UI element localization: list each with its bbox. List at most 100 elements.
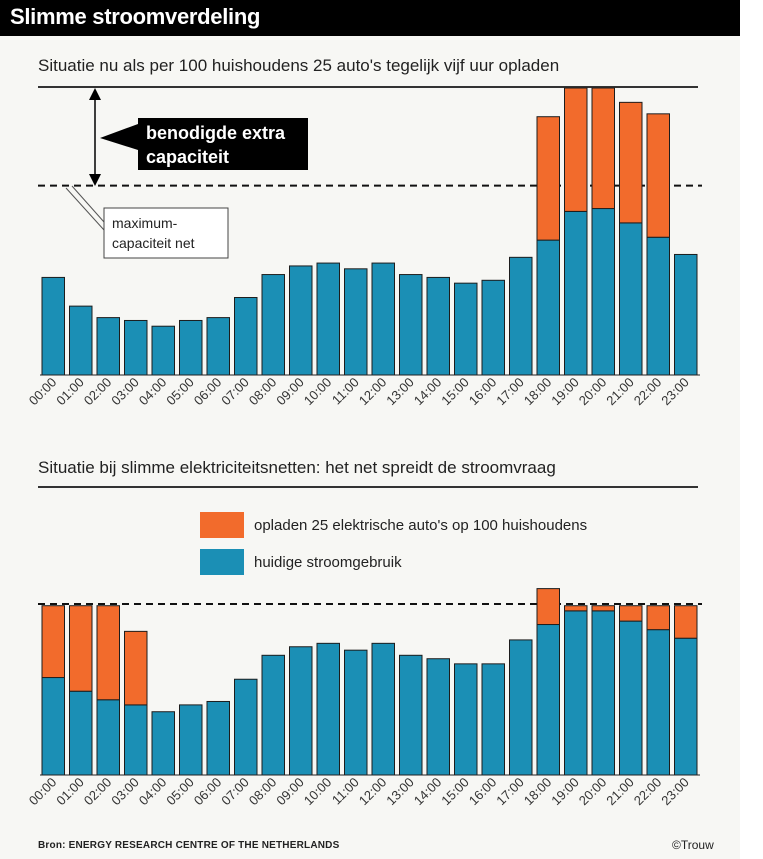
chart1-tick-label: 08:00 — [246, 375, 280, 409]
chart1-tick-label: 19:00 — [548, 375, 582, 409]
chart1-tick-label: 02:00 — [81, 375, 115, 409]
chart2-bar-usage-1700 — [509, 639, 533, 776]
chart1-tick-label: 07:00 — [218, 375, 252, 409]
legend-label-usage: huidige stroomgebruik — [254, 554, 402, 571]
chart1-bar-usage-0700 — [234, 297, 258, 376]
chart1-bar-charging-2200 — [646, 113, 670, 238]
max-capacity-box — [103, 207, 229, 259]
chart2-tick-label: 21:00 — [603, 775, 637, 809]
chart1-bar-usage-1800 — [536, 239, 560, 376]
max-capacity-annotation: maximum- capaciteit net — [65, 185, 229, 259]
chart2-bar-charging-1800 — [536, 588, 560, 626]
chart2-tick-label: 07:00 — [218, 775, 252, 809]
chart2-bar-usage-2300 — [674, 637, 698, 776]
chart1-bar-usage-0400 — [151, 325, 175, 376]
main-title: Slimme stroomverdeling — [10, 4, 261, 29]
chart1-bar-usage-2300 — [674, 253, 698, 376]
chart1-tick-label: 21:00 — [603, 375, 637, 409]
chart1-bar-usage-1100 — [344, 268, 368, 376]
extra-capacity-label-line2: capaciteit — [146, 147, 229, 167]
chart2-bar-charging-2100 — [619, 605, 643, 622]
chart2-tick-label: 23:00 — [658, 775, 692, 809]
chart2-bar-usage-0100 — [69, 690, 93, 776]
chart1-tick-label: 14:00 — [411, 375, 445, 409]
chart2-tick-label: 14:00 — [411, 775, 445, 809]
chart1-bar-usage-0900 — [289, 265, 313, 376]
chart1-tick-label: 00:00 — [26, 375, 60, 409]
chart1-tick-label: 22:00 — [631, 375, 665, 409]
chart1-bar-usage-0800 — [261, 274, 285, 376]
chart2-bar-usage-1100 — [344, 649, 368, 776]
chart2-bar-charging-2300 — [674, 605, 698, 639]
chart2-tick-label: 01:00 — [53, 775, 87, 809]
chart1-bar-charging-2000 — [591, 87, 615, 210]
chart2-tick-label: 15:00 — [438, 775, 472, 809]
chart2-tick-label: 12:00 — [356, 775, 390, 809]
chart2-tick-label: 05:00 — [163, 775, 197, 809]
chart2-top-rule — [38, 486, 698, 488]
source-note: Bron: ENERGY RESEARCH CENTRE OF THE NETH… — [38, 840, 340, 851]
chart2-bar-charging-0300 — [124, 630, 148, 706]
arrow-up-icon — [89, 88, 101, 100]
chart1-bar-usage-0500 — [179, 319, 203, 376]
chart1-bar-usage-1500 — [454, 282, 478, 376]
chart1-tick-label: 12:00 — [356, 375, 390, 409]
chart2-bar-usage-1400 — [426, 658, 450, 776]
chart1-tick-label: 09:00 — [273, 375, 307, 409]
chart2-bar-charging-0000 — [41, 605, 65, 679]
chart2-bar-usage-1000 — [316, 642, 340, 776]
chart1-bar-usage-1000 — [316, 262, 340, 376]
chart1-tick-label: 18:00 — [521, 375, 555, 409]
chart2-bar-usage-1500 — [454, 663, 478, 776]
chart1-bar-charging-1900 — [564, 87, 588, 212]
chart1-bar-usage-2200 — [646, 236, 670, 376]
arrow-down-icon — [89, 174, 101, 186]
chart1-tick-label: 05:00 — [163, 375, 197, 409]
chart1-tick-label: 16:00 — [466, 375, 500, 409]
chart1-tick-label: 11:00 — [329, 375, 362, 408]
chart1-tick-label: 15:00 — [438, 375, 472, 409]
legend-swatch-usage — [200, 549, 244, 575]
chart2-bar-charging-0200 — [96, 605, 120, 701]
chart1-bar-charging-1800 — [536, 116, 560, 241]
chart1-bar-usage-1900 — [564, 210, 588, 376]
legend-label-charging: opladen 25 elektrische auto's op 100 hui… — [254, 517, 587, 534]
chart2-tick-label: 06:00 — [191, 775, 225, 809]
chart2-tick-label: 22:00 — [631, 775, 665, 809]
chart2-tick-label: 02:00 — [81, 775, 115, 809]
legend: opladen 25 elektrische auto's op 100 hui… — [200, 512, 587, 575]
chart2-bar-usage-1200 — [371, 642, 395, 776]
chart2-bar-usage-1300 — [399, 654, 423, 776]
chart1-tick-label: 10:00 — [301, 375, 335, 409]
callout-pointer — [100, 124, 138, 150]
max-capacity-pointer — [65, 187, 105, 231]
chart1-tick-label: 03:00 — [108, 375, 142, 409]
chart1-title: Situatie nu als per 100 huishoudens 25 a… — [38, 56, 560, 75]
chart2-bar-usage-2000 — [591, 610, 615, 776]
max-capacity-label-line1: maximum- — [112, 215, 178, 231]
chart2-tick-label: 11:00 — [329, 775, 362, 808]
chart1-tick-label: 13:00 — [383, 375, 417, 409]
chart1-bar-usage-0000 — [41, 276, 65, 376]
extra-capacity-label-line1: benodigde extra — [146, 123, 286, 143]
chart2-bar-usage-0900 — [289, 646, 313, 776]
chart2-bar-usage-0000 — [41, 677, 65, 776]
chart2-bar-usage-2100 — [619, 620, 643, 776]
chart1-bar-usage-0200 — [96, 317, 120, 376]
chart1-bar-usage-0300 — [124, 319, 148, 376]
chart2-bar-usage-1900 — [564, 610, 588, 776]
title-bar: Slimme stroomverdeling — [0, 0, 740, 36]
chart1-tick-label: 17:00 — [493, 375, 527, 409]
chart1-tick-label: 23:00 — [658, 375, 692, 409]
chart2-tick-label: 17:00 — [493, 775, 527, 809]
chart2-bar-charging-1900 — [564, 605, 588, 612]
chart2-tick-label: 18:00 — [521, 775, 555, 809]
chart2-tick-label: 19:00 — [548, 775, 582, 809]
chart2-tick-label: 08:00 — [246, 775, 280, 809]
legend-swatch-charging — [200, 512, 244, 538]
chart1-bar-charging-2100 — [619, 101, 643, 224]
chart2-tick-label: 13:00 — [383, 775, 417, 809]
chart2-bar-usage-0200 — [96, 699, 120, 776]
chart1-bar-usage-1300 — [399, 274, 423, 376]
